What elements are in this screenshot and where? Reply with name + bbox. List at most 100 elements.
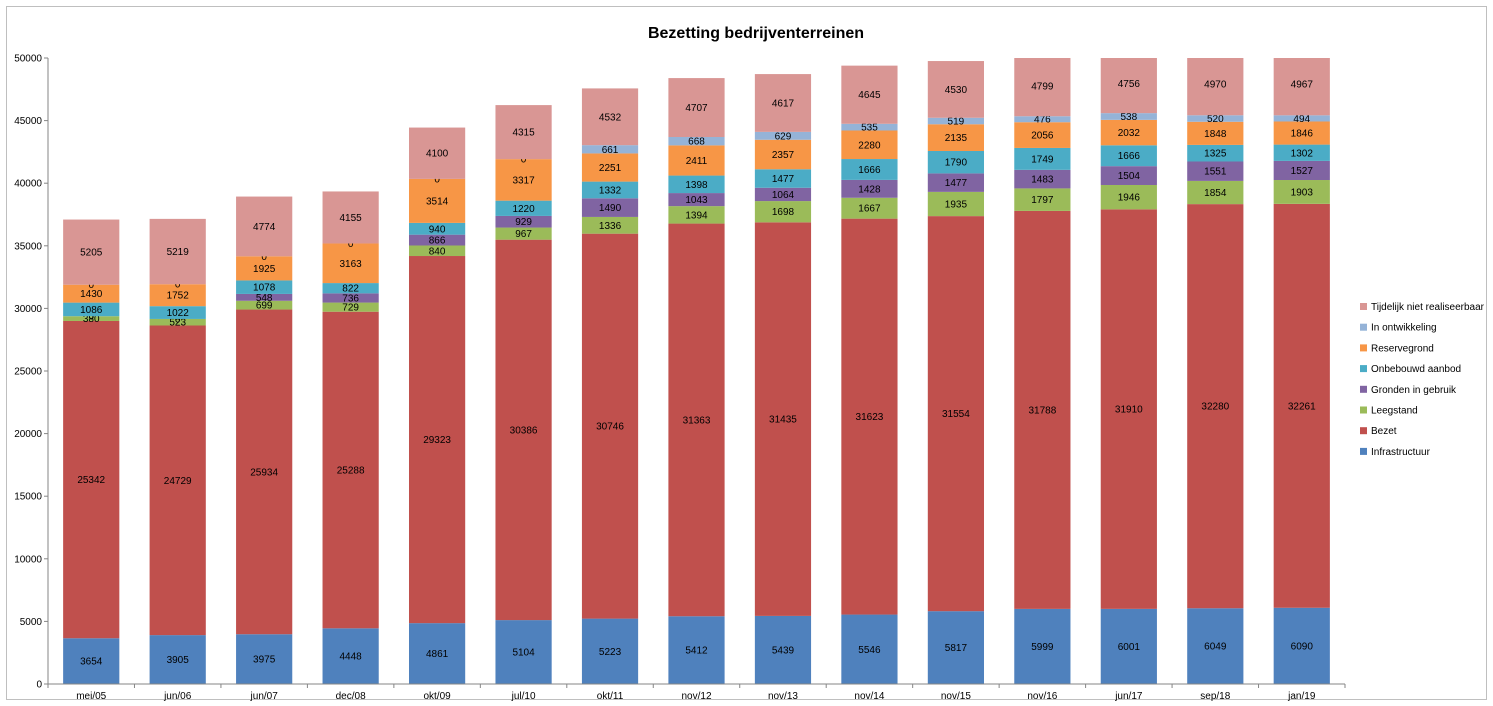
bar-segment xyxy=(1273,160,1330,181)
bar-segment xyxy=(1014,608,1071,684)
x-tick-label: okt/11 xyxy=(597,691,624,702)
x-tick-label: okt/09 xyxy=(423,691,451,702)
bar-segment xyxy=(1100,608,1157,684)
data-label: 520 xyxy=(1207,114,1224,125)
data-label: 30746 xyxy=(596,422,624,433)
bar-segment xyxy=(581,216,639,234)
bar-stack: 5439 31435 1698 1064 1477 2357 629 4617 xyxy=(754,74,812,684)
bar-segment xyxy=(236,300,293,310)
bar-segment xyxy=(1187,161,1244,181)
bar-segment xyxy=(754,222,812,616)
data-label: 380 xyxy=(83,314,100,325)
data-label: 5439 xyxy=(772,645,795,656)
data-label: 1336 xyxy=(599,221,622,232)
data-label: 4645 xyxy=(858,90,881,101)
data-label: 6049 xyxy=(1204,642,1227,653)
legend-label: Tijdelijk niet realiseerbaar xyxy=(1371,302,1485,313)
legend-item: Leegstand xyxy=(1360,406,1418,417)
bar-segment xyxy=(495,159,552,201)
bar-segment xyxy=(63,316,120,321)
bar-segment xyxy=(1187,144,1244,162)
data-label: 5412 xyxy=(685,646,708,657)
data-label: 4799 xyxy=(1031,82,1054,93)
data-label: 1086 xyxy=(80,305,103,316)
data-label: 3975 xyxy=(253,655,276,666)
chart-title: Bezetting bedrijventerreinen xyxy=(648,25,864,42)
data-label: 1325 xyxy=(1204,149,1227,160)
bar-segment xyxy=(581,618,639,684)
bar-segment xyxy=(1273,115,1330,122)
bar-stack: 5546 31623 1667 1428 1666 2280 535 4645 xyxy=(841,65,898,684)
bar-segment xyxy=(668,193,725,207)
bar-segment xyxy=(841,123,898,131)
y-tick-label: 5000 xyxy=(20,617,43,628)
data-label: 1220 xyxy=(512,204,535,215)
data-label: 2357 xyxy=(772,150,795,161)
data-label: 4530 xyxy=(945,85,968,96)
y-tick-label: 0 xyxy=(36,680,42,691)
data-label: 4155 xyxy=(340,213,363,224)
bar-segment xyxy=(236,293,293,301)
bar-stack: 5817 31554 1935 1477 1790 2135 519 4530 xyxy=(927,61,985,684)
data-label: 30386 xyxy=(510,425,538,436)
bar-segment xyxy=(322,302,379,312)
data-label: 4774 xyxy=(253,222,276,233)
data-label: 5219 xyxy=(167,247,190,258)
x-tick-label: mei/05 xyxy=(76,691,106,702)
y-tick-label: 50000 xyxy=(14,54,42,65)
legend: Tijdelijk niet realiseerbaar In ontwikkel… xyxy=(1360,302,1485,458)
bar-segment xyxy=(495,200,552,216)
bar-segment xyxy=(149,218,206,285)
x-tick-label: jun/06 xyxy=(163,691,192,702)
bar-segment xyxy=(754,74,812,132)
bar-segment xyxy=(754,615,812,684)
bar-segment xyxy=(668,616,725,684)
data-label: 866 xyxy=(429,236,446,247)
legend-swatch xyxy=(1360,447,1367,455)
bar-segment xyxy=(927,216,985,612)
data-label: 1302 xyxy=(1291,148,1314,159)
data-label: 4970 xyxy=(1204,80,1227,91)
x-tick-label: nov/13 xyxy=(768,691,798,702)
x-tick-label: nov/14 xyxy=(854,691,884,702)
bar-segment xyxy=(1014,210,1071,609)
bar-segment xyxy=(1100,119,1157,146)
data-label: 4707 xyxy=(685,103,708,114)
bar-segment xyxy=(1014,147,1071,170)
data-label: 6001 xyxy=(1118,642,1141,653)
bar-segment xyxy=(1187,115,1244,122)
data-label: 4315 xyxy=(512,128,535,139)
data-label: 3905 xyxy=(167,655,190,666)
bar-segment xyxy=(408,245,466,257)
bar-segment xyxy=(668,206,725,224)
bar-segment xyxy=(408,127,466,179)
data-label: 1022 xyxy=(167,308,190,319)
bar-segment xyxy=(149,306,206,319)
x-tick-label: nov/15 xyxy=(941,691,971,702)
data-label: 1749 xyxy=(1031,154,1054,165)
y-tick-label: 20000 xyxy=(14,429,42,440)
x-tick-label: jun/07 xyxy=(250,691,279,702)
legend-label: Bezet xyxy=(1371,426,1397,437)
data-label: 668 xyxy=(688,137,705,148)
data-label: 5546 xyxy=(858,645,881,656)
y-axis-ticks: 0 5000 10000 15000 20000 25000 30000 35000 40000… xyxy=(14,54,48,691)
data-label: 3654 xyxy=(80,657,103,668)
legend-label: Onbebouwd aanbod xyxy=(1371,364,1461,375)
bar-segment xyxy=(1187,180,1244,205)
data-label: 24729 xyxy=(164,476,192,487)
bar-segment xyxy=(668,223,725,617)
bar-segment xyxy=(668,78,725,138)
legend-item: Reservegrond xyxy=(1360,343,1434,354)
bar-segment xyxy=(581,181,639,199)
data-label: 661 xyxy=(602,145,619,156)
data-label: 1504 xyxy=(1118,171,1141,182)
data-label: 1666 xyxy=(858,165,881,176)
data-label: 699 xyxy=(256,301,273,312)
data-label: 629 xyxy=(775,131,792,142)
bar-segment xyxy=(495,239,552,621)
bar-segment xyxy=(1100,145,1157,167)
bar-segment xyxy=(754,187,812,202)
x-tick-label: nov/16 xyxy=(1027,691,1057,702)
legend-swatch xyxy=(1360,427,1367,435)
